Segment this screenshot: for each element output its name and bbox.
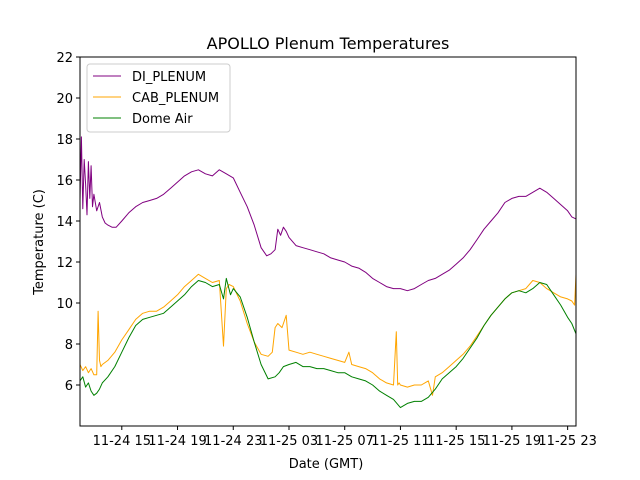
y-axis-label: Temperature (C) — [32, 189, 47, 296]
y-tick-label: 10 — [56, 297, 73, 312]
x-tick-label: 11-25 15 — [427, 434, 485, 449]
chart-title: APOLLO Plenum Temperatures — [207, 34, 450, 53]
x-tick-label: 11-25 19 — [483, 434, 541, 449]
legend-label: Dome Air — [132, 112, 193, 127]
y-tick-label: 8 — [65, 338, 73, 353]
legend: DI_PLENUM CAB_PLENUM Dome Air — [86, 63, 231, 133]
series-line-cab-plenum — [79, 273, 577, 396]
plot-frame — [79, 56, 577, 427]
x-tick-label: 11-24 15 — [93, 434, 151, 449]
y-tick-label: 14 — [56, 215, 73, 230]
y-tick-label: 20 — [56, 92, 73, 107]
x-tick-label: 11-25 23 — [538, 434, 596, 449]
x-tick-label: 11-25 07 — [315, 434, 373, 449]
legend-label: DI_PLENUM — [132, 70, 206, 85]
x-tick-label: 11-25 11 — [371, 434, 429, 449]
legend-label: CAB_PLENUM — [132, 91, 219, 106]
y-axis-ticks: 6 8 10 12 14 16 18 20 22 — [56, 51, 80, 394]
y-tick-label: 12 — [56, 256, 73, 271]
legend-box — [86, 63, 231, 133]
y-tick-label: 6 — [65, 379, 73, 394]
y-tick-label: 16 — [56, 174, 73, 189]
x-tick-label: 11-24 23 — [204, 434, 262, 449]
plot-lines — [79, 136, 577, 409]
series-line-di-plenum — [79, 136, 577, 292]
y-tick-label: 18 — [56, 133, 73, 148]
x-tick-label: 11-24 19 — [148, 434, 206, 449]
x-axis-label: Date (GMT) — [289, 457, 364, 472]
x-tick-label: 11-25 03 — [260, 434, 318, 449]
y-tick-label: 22 — [56, 51, 73, 66]
series-line-dome-air — [79, 277, 577, 409]
